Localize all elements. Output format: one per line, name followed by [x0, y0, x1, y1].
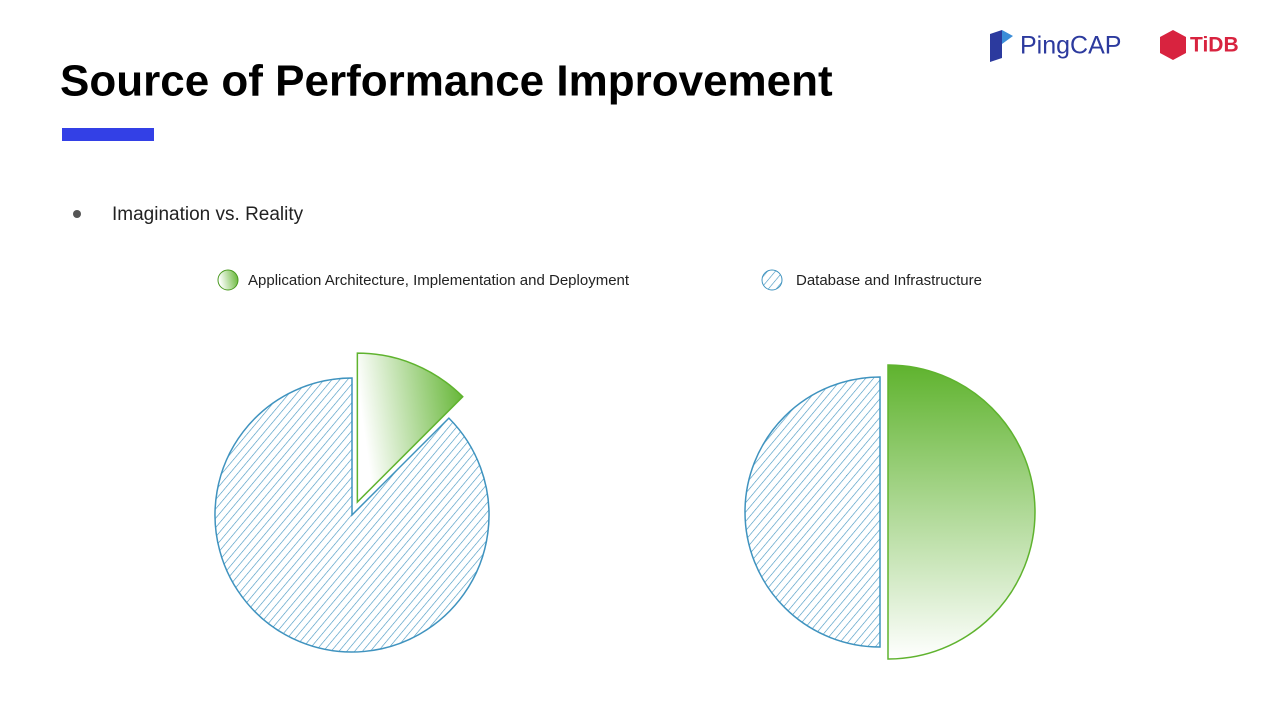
legend-label: Application Architecture, Implementation…	[248, 272, 630, 289]
pingcap-text: PingCAP	[1020, 32, 1121, 60]
bullet-dot	[73, 210, 81, 218]
pie-slice	[214, 377, 490, 653]
legend-swatch	[217, 269, 239, 291]
slide-title: Source of Performance Improvement	[60, 57, 833, 106]
pie-slice	[744, 376, 881, 648]
legend-swatch	[761, 269, 783, 291]
pie-slice	[887, 364, 1036, 660]
legend-label: Database and Infrastructure	[796, 272, 982, 289]
pingcap-icon	[990, 30, 1002, 62]
tidb-logo: TiDB	[1160, 30, 1239, 60]
pingcap-logo: PingCAP	[990, 30, 1121, 62]
tidb-icon	[1160, 30, 1186, 60]
title-underline	[62, 128, 154, 141]
tidb-text: TiDB	[1190, 34, 1239, 57]
bullet-text: Imagination vs. Reality	[112, 204, 304, 225]
pingcap-icon	[1002, 30, 1013, 44]
pie-slice	[356, 352, 464, 504]
